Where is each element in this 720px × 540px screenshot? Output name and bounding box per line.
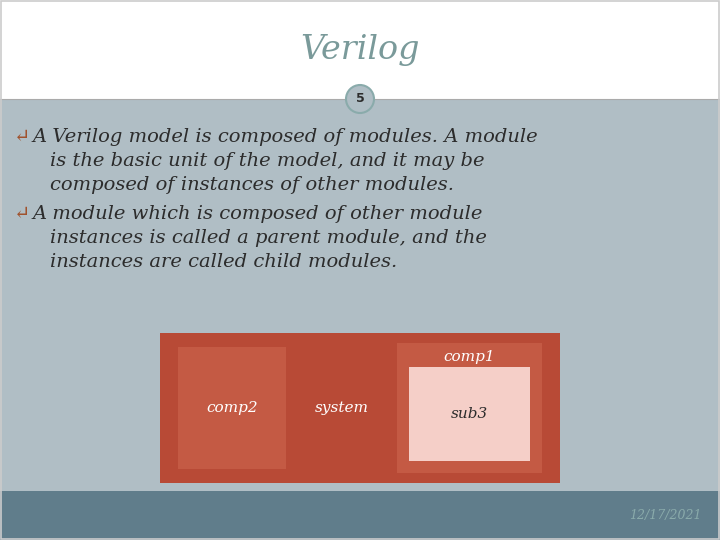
Text: sub3: sub3: [451, 407, 488, 421]
Text: Verilog: Verilog: [300, 33, 420, 65]
Text: 5: 5: [356, 92, 364, 105]
Text: instances are called child modules.: instances are called child modules.: [50, 253, 397, 271]
Bar: [397, 343, 542, 473]
Bar: [409, 367, 530, 461]
Text: ↵: ↵: [14, 205, 30, 223]
Text: A module which is composed of other module: A module which is composed of other modu…: [32, 205, 482, 223]
Bar: [178, 347, 286, 469]
Bar: [0, 491, 720, 540]
Circle shape: [346, 85, 374, 113]
Text: ↵: ↵: [14, 128, 30, 146]
Text: system: system: [315, 401, 369, 415]
Text: is the basic unit of the model, and it may be: is the basic unit of the model, and it m…: [50, 152, 485, 170]
Text: comp1: comp1: [444, 350, 495, 364]
Text: A Verilog model is composed of modules. A module: A Verilog model is composed of modules. …: [32, 128, 538, 146]
Text: comp2: comp2: [206, 401, 258, 415]
Bar: [0, 0, 720, 99]
Text: composed of instances of other modules.: composed of instances of other modules.: [50, 176, 454, 194]
Bar: [0, 99, 720, 491]
Text: 12/17/2021: 12/17/2021: [629, 509, 702, 522]
Text: system: system: [439, 401, 493, 415]
Text: instances is called a parent module, and the: instances is called a parent module, and…: [50, 229, 487, 247]
Bar: [160, 333, 560, 483]
